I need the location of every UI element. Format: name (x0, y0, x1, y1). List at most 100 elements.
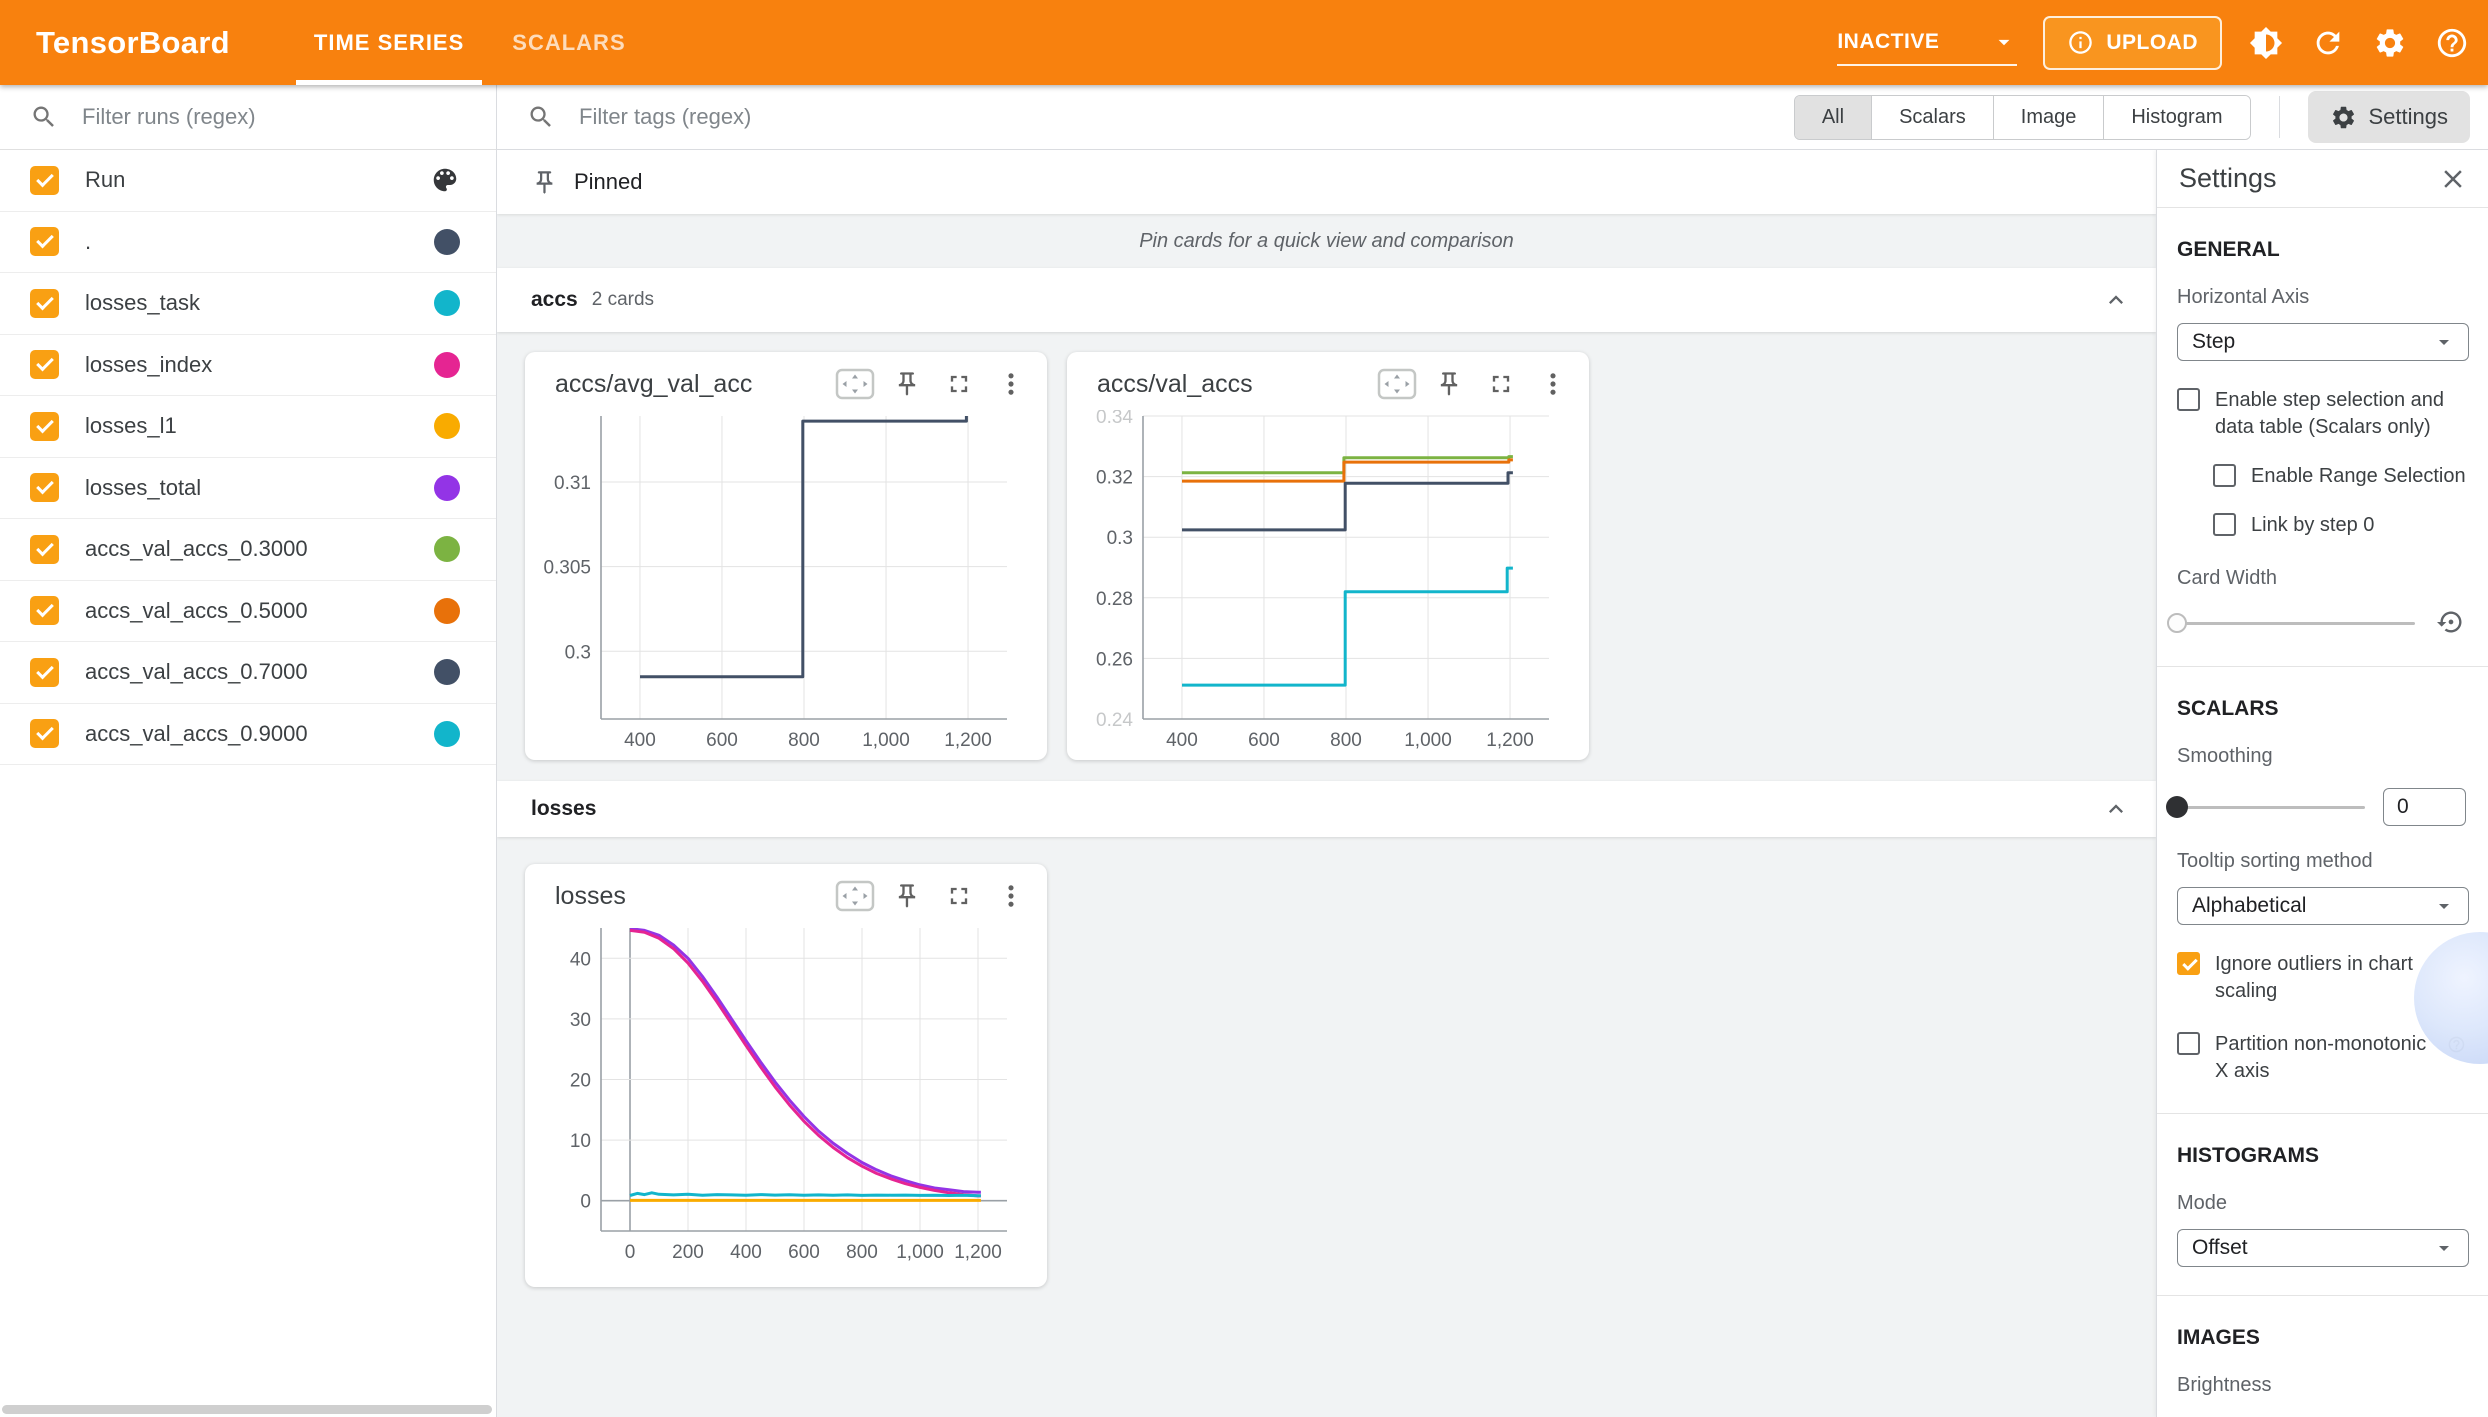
pan-data-button[interactable] (833, 364, 877, 404)
run-row[interactable]: accs_val_accs_0.5000 (0, 581, 496, 643)
tab-time-series[interactable]: TIME SERIES (290, 0, 488, 85)
status-value: INACTIVE (1837, 30, 1939, 54)
section-header-accs[interactable]: accs 2 cards (497, 268, 2156, 332)
filter-button-scalars[interactable]: Scalars (1872, 96, 1994, 139)
fullscreen-button[interactable] (1479, 364, 1523, 404)
run-checkbox[interactable] (30, 596, 59, 625)
status-dropdown[interactable]: INACTIVE (1837, 20, 2017, 66)
close-icon[interactable] (2438, 164, 2468, 194)
run-label: . (85, 229, 434, 255)
run-checkbox[interactable] (30, 412, 59, 441)
run-checkbox[interactable] (30, 535, 59, 564)
divider (2157, 1295, 2488, 1296)
run-filter-input[interactable] (80, 103, 406, 131)
settings-button[interactable]: Settings (2308, 91, 2471, 143)
histogram-mode-select[interactable]: Offset (2177, 1229, 2469, 1267)
run-row[interactable]: accs_val_accs_0.9000 (0, 704, 496, 766)
run-checkbox[interactable] (30, 473, 59, 502)
run-row[interactable]: . (0, 212, 496, 274)
section-title: accs (531, 288, 578, 312)
slider-thumb[interactable] (2166, 796, 2188, 818)
range-selection-checkbox-row[interactable]: Enable Range Selection (2213, 463, 2466, 490)
run-row[interactable]: accs_val_accs_0.7000 (0, 642, 496, 704)
settings-panel-header: Settings (2157, 150, 2488, 208)
pin-card-button[interactable] (1427, 364, 1471, 404)
card-title: accs/avg_val_acc (555, 370, 833, 399)
range-selection-checkbox[interactable] (2213, 464, 2236, 487)
chart-losses[interactable]: 02004006008001,0001,200010203040 (539, 922, 1017, 1267)
palette-icon[interactable] (430, 165, 460, 195)
divider (2157, 666, 2488, 667)
svg-text:0: 0 (580, 1192, 591, 1213)
more-vert-icon (1539, 370, 1567, 398)
fullscreen-button[interactable] (937, 364, 981, 404)
run-row[interactable]: losses_index (0, 335, 496, 397)
select-all-runs-checkbox[interactable] (30, 166, 59, 195)
run-color-dot (434, 352, 460, 378)
pinned-label: Pinned (574, 169, 643, 195)
pin-icon (893, 882, 921, 910)
chart-card-avg-val-acc: accs/avg_val_acc 4006008001,0001,2000.30… (525, 352, 1047, 760)
fullscreen-button[interactable] (937, 876, 981, 916)
divider (2157, 1113, 2488, 1114)
smoothing-input[interactable]: 0 (2383, 788, 2466, 826)
card-actions (1375, 364, 1575, 404)
run-checkbox[interactable] (30, 350, 59, 379)
link-step-checkbox-row[interactable]: Link by step 0 (2213, 512, 2466, 539)
step-selection-checkbox-row[interactable]: Enable step selection and data table (Sc… (2177, 387, 2466, 441)
tooltip-sorting-select[interactable]: Alphabetical (2177, 887, 2469, 925)
upload-button[interactable]: UPLOAD (2043, 16, 2222, 70)
run-color-dot (434, 721, 460, 747)
theme-toggle-button[interactable] (2248, 25, 2284, 61)
help-icon (2435, 26, 2469, 60)
run-checkbox[interactable] (30, 289, 59, 318)
smoothing-slider[interactable] (2177, 797, 2365, 817)
slider-thumb[interactable] (2167, 613, 2187, 633)
run-row[interactable]: losses_total (0, 458, 496, 520)
svg-text:0: 0 (625, 1242, 636, 1263)
link-step-checkbox[interactable] (2213, 513, 2236, 536)
run-checkbox[interactable] (30, 719, 59, 748)
card-width-slider[interactable] (2177, 613, 2415, 633)
horizontal-scrollbar[interactable] (2, 1405, 492, 1414)
header-settings-button[interactable] (2372, 25, 2408, 61)
pinned-section-header: Pinned (497, 150, 2156, 214)
pan-data-button[interactable] (833, 876, 877, 916)
step-selection-checkbox[interactable] (2177, 388, 2200, 411)
filter-button-histogram[interactable]: Histogram (2104, 96, 2249, 139)
pin-card-button[interactable] (885, 876, 929, 916)
run-row[interactable]: losses_task (0, 273, 496, 335)
run-row[interactable]: losses_l1 (0, 396, 496, 458)
svg-text:200: 200 (672, 1242, 704, 1263)
run-checkbox[interactable] (30, 227, 59, 256)
pin-card-button[interactable] (885, 364, 929, 404)
ignore-outliers-checkbox[interactable] (2177, 952, 2200, 975)
tab-scalars[interactable]: SCALARS (488, 0, 649, 85)
section-header-losses[interactable]: losses (497, 781, 2156, 837)
run-row[interactable]: accs_val_accs_0.3000 (0, 519, 496, 581)
run-color-dot (434, 598, 460, 624)
link-step-label: Link by step 0 (2251, 512, 2374, 539)
refresh-button[interactable] (2310, 25, 2346, 61)
partition-x-axis-checkbox-row[interactable]: Partition non-monotonic X axis (2177, 1031, 2466, 1085)
chart-avg-val-acc[interactable]: 4006008001,0001,2000.30.3050.31 (539, 410, 1017, 755)
collapse-section-button[interactable] (2102, 795, 2130, 828)
collapse-section-button[interactable] (2102, 286, 2130, 319)
partition-x-axis-checkbox[interactable] (2177, 1032, 2200, 1055)
filter-button-image[interactable]: Image (1994, 96, 2105, 139)
filter-button-all[interactable]: All (1795, 96, 1872, 139)
run-checkbox[interactable] (30, 658, 59, 687)
card-menu-button[interactable] (989, 876, 1033, 916)
tab-time-series-label: TIME SERIES (314, 30, 464, 56)
help-button[interactable] (2434, 25, 2470, 61)
svg-text:1,200: 1,200 (1486, 730, 1534, 751)
tag-filter-input[interactable] (577, 103, 1464, 131)
card-width-reset-button[interactable] (2436, 608, 2466, 638)
card-menu-button[interactable] (1531, 364, 1575, 404)
pin-icon (893, 370, 921, 398)
settings-panel-body: GENERAL Horizontal Axis Step Enable step… (2157, 238, 2488, 1417)
card-menu-button[interactable] (989, 364, 1033, 404)
chart-val-accs[interactable]: 4006008001,0001,2000.240.260.280.30.320.… (1081, 410, 1559, 755)
horizontal-axis-select[interactable]: Step (2177, 323, 2469, 361)
pan-data-button[interactable] (1375, 364, 1419, 404)
